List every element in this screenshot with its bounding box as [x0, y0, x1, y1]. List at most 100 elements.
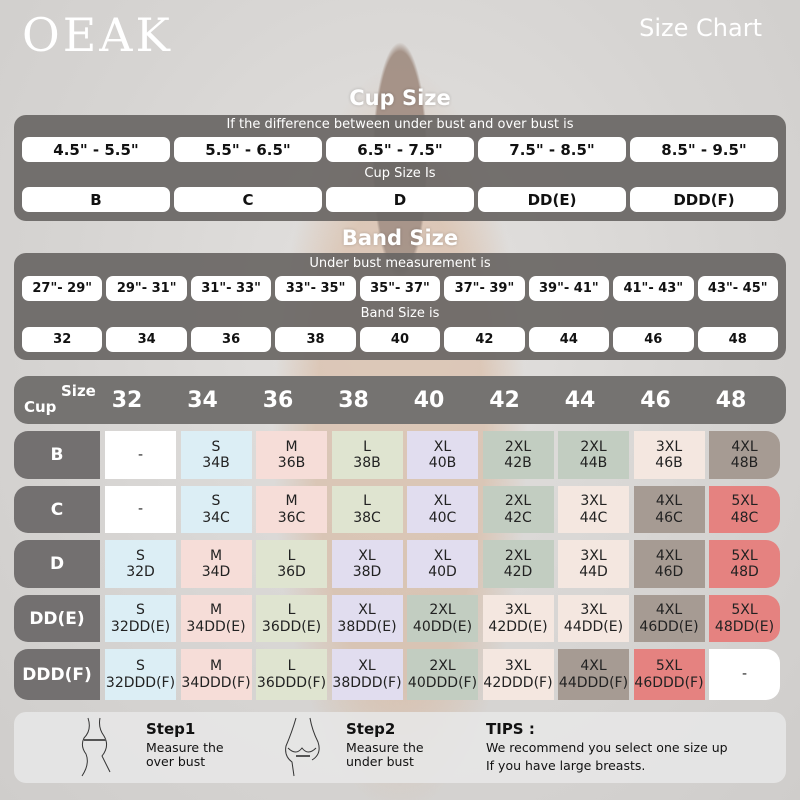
size-label: M — [209, 658, 223, 675]
size-label: 5XL — [731, 602, 758, 619]
corner-cup-label: Cup — [24, 398, 57, 416]
column-header: 46 — [640, 387, 671, 413]
cup-caption-2: Cup Size Is — [364, 166, 436, 181]
size-label: - — [741, 666, 748, 683]
bra-size-label: 34DDD(F) — [181, 674, 251, 691]
size-cell: 3XL 44D — [558, 540, 629, 588]
size-label: 3XL — [655, 438, 683, 455]
size-label: - — [137, 501, 144, 518]
size-label: 3XL — [580, 547, 607, 564]
column-header: 40 — [413, 387, 445, 413]
size-label: L — [287, 658, 296, 675]
band-size-pill: 44 — [528, 327, 610, 352]
bra-size-label: 46C — [655, 509, 683, 526]
bra-size-label: 44B — [579, 455, 608, 471]
size-label: XL — [358, 658, 376, 675]
size-label: 3XL — [580, 602, 607, 619]
bra-size-label: 32DDD(F) — [105, 674, 176, 691]
cup-caption: If the difference between under bust and… — [226, 117, 574, 132]
cup-size-panel: If the difference between under bust and… — [14, 115, 786, 221]
bra-size-label: 46DDD(F) — [634, 674, 704, 691]
bra-size-label: 40DDD(F) — [407, 674, 478, 691]
page-title: Size Chart — [639, 14, 762, 42]
bra-size-label: 32DD(E) — [110, 618, 171, 635]
size-cell: 2XL 40DDD(F) — [407, 649, 478, 700]
over-bust-measure-icon — [81, 717, 111, 777]
bra-size-label: 44C — [579, 509, 608, 526]
row-header-cup: C — [14, 486, 100, 533]
size-cell: S 34B — [180, 431, 252, 479]
size-cell: 2XL 42C — [482, 486, 554, 533]
band-range-pill: 29"- 31" — [106, 276, 187, 301]
bra-size-label: 46B — [655, 455, 683, 471]
band-range-pill: 43"- 45" — [697, 276, 778, 301]
size-cell: M 36C — [256, 486, 327, 533]
size-label: 4XL — [731, 438, 758, 455]
size-label: 5XL — [655, 658, 683, 675]
size-cell: - — [709, 649, 780, 700]
column-header: 42 — [489, 387, 520, 413]
bra-size-label: 44D — [579, 564, 608, 580]
size-label: 3XL — [504, 602, 532, 619]
measure-guide: Step1 Measure the over bust Step2 Measur… — [14, 712, 786, 783]
size-cell: L 38B — [331, 431, 403, 479]
size-label: - — [137, 446, 144, 463]
corner-size-label: Size — [61, 382, 96, 400]
size-label: 3XL — [504, 658, 532, 675]
band-size-title: Band Size — [341, 226, 459, 250]
size-cell: XL 38DDD(F) — [331, 649, 403, 700]
cup-range-pill: 4.5" - 5.5" — [22, 137, 170, 162]
tips-line-1: We recommend you select one size up — [486, 740, 728, 755]
band-size-pill: 36 — [190, 327, 272, 352]
bra-size-label: 32D — [126, 564, 155, 580]
bra-size-label: 34DD(E) — [186, 618, 246, 635]
size-label: 2XL — [504, 493, 532, 510]
bra-size-label: 42DDD(F) — [483, 674, 553, 691]
bra-size-label: 48D — [730, 564, 759, 580]
size-cell: 4XL 46DD(E) — [633, 595, 705, 642]
bra-size-label: 38D — [352, 564, 382, 580]
bra-size-label: 42DD(E) — [488, 618, 548, 635]
size-label: 5XL — [731, 547, 758, 564]
row-header-cup: DD(E) — [14, 595, 100, 642]
size-label: M — [285, 493, 298, 510]
bra-size-label: 46DD(E) — [639, 618, 699, 635]
size-label: L — [363, 438, 371, 455]
size-cell: L 38C — [331, 486, 403, 533]
size-label: 3XL — [580, 493, 607, 510]
size-cell: 5XL 46DDD(F) — [633, 649, 705, 700]
cup-size-pill: C — [174, 187, 322, 212]
size-label: S — [211, 438, 221, 455]
size-label: L — [287, 547, 296, 564]
column-header: 44 — [564, 387, 596, 413]
size-cell: 4XL 46C — [633, 486, 705, 533]
size-cell: XL 40B — [407, 431, 478, 479]
size-cell: S 34C — [180, 486, 252, 533]
bra-size-label: 36D — [277, 564, 306, 580]
size-label: XL — [433, 493, 452, 510]
band-size-pill: 32 — [22, 327, 103, 352]
bra-size-label: 40DD(E) — [412, 618, 473, 635]
size-cell: 5XL 48D — [709, 540, 780, 588]
size-cell: 4XL 44DDD(F) — [558, 649, 629, 700]
table-header: Size Cup 32 34 36 38 40 42 44 46 48 — [14, 376, 786, 424]
size-cell: 2XL 42D — [482, 540, 554, 588]
size-label: S — [136, 547, 145, 564]
column-header: 48 — [715, 387, 747, 413]
column-header: 38 — [338, 387, 369, 413]
tips-title: TIPS : — [486, 720, 535, 738]
size-label: XL — [433, 438, 452, 455]
size-cell: XL 40D — [407, 540, 478, 588]
size-cell: 3XL 44DD(E) — [558, 595, 629, 642]
bra-size-label: 38DDD(F) — [332, 674, 402, 691]
bra-size-label: 40D — [428, 564, 457, 580]
size-cell: - — [105, 431, 176, 479]
size-cell: M 34DDD(F) — [180, 649, 252, 700]
size-cell: M 34DD(E) — [180, 595, 252, 642]
band-range-pill: 41"- 43" — [613, 276, 694, 301]
size-label: 2XL — [429, 658, 456, 675]
cup-size-title: Cup Size — [349, 86, 451, 110]
size-label: 4XL — [655, 547, 683, 564]
size-label: 2XL — [504, 438, 532, 455]
size-label: 5XL — [731, 493, 758, 510]
